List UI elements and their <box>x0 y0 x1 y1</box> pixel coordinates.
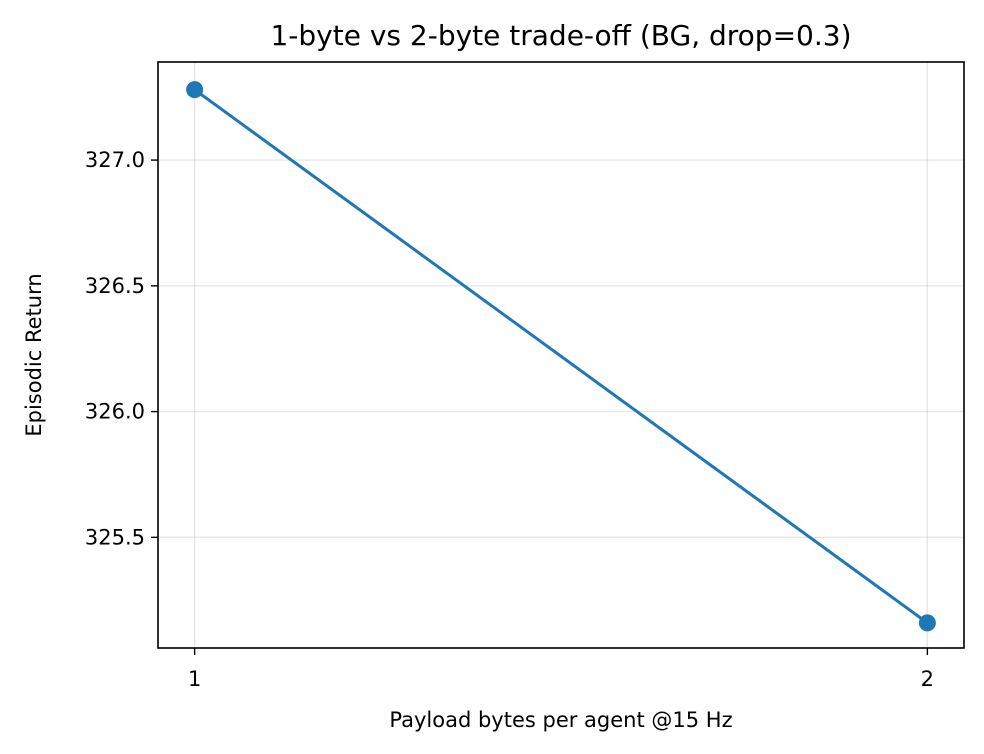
x-tick-label: 1 <box>188 667 201 691</box>
y-tick-label: 326.5 <box>85 274 145 298</box>
data-point <box>186 81 204 99</box>
axis-ticks: 325.5 326.0 326.5 327.0 1 2 <box>85 148 934 691</box>
series-line <box>193 88 929 625</box>
y-tick-label: 325.5 <box>85 525 145 549</box>
chart-title: 1-byte vs 2-byte trade-off (BG, drop=0.3… <box>270 19 851 52</box>
x-axis-label: Payload bytes per agent @15 Hz <box>389 708 732 732</box>
y-tick-label: 326.0 <box>85 400 145 424</box>
y-axis-label: Episodic Return <box>22 273 46 436</box>
data-point <box>918 614 936 632</box>
x-tick-label: 2 <box>921 667 934 691</box>
series-layer <box>186 81 936 632</box>
y-tick-label: 327.0 <box>85 148 145 172</box>
plot-area-frame <box>157 61 965 649</box>
